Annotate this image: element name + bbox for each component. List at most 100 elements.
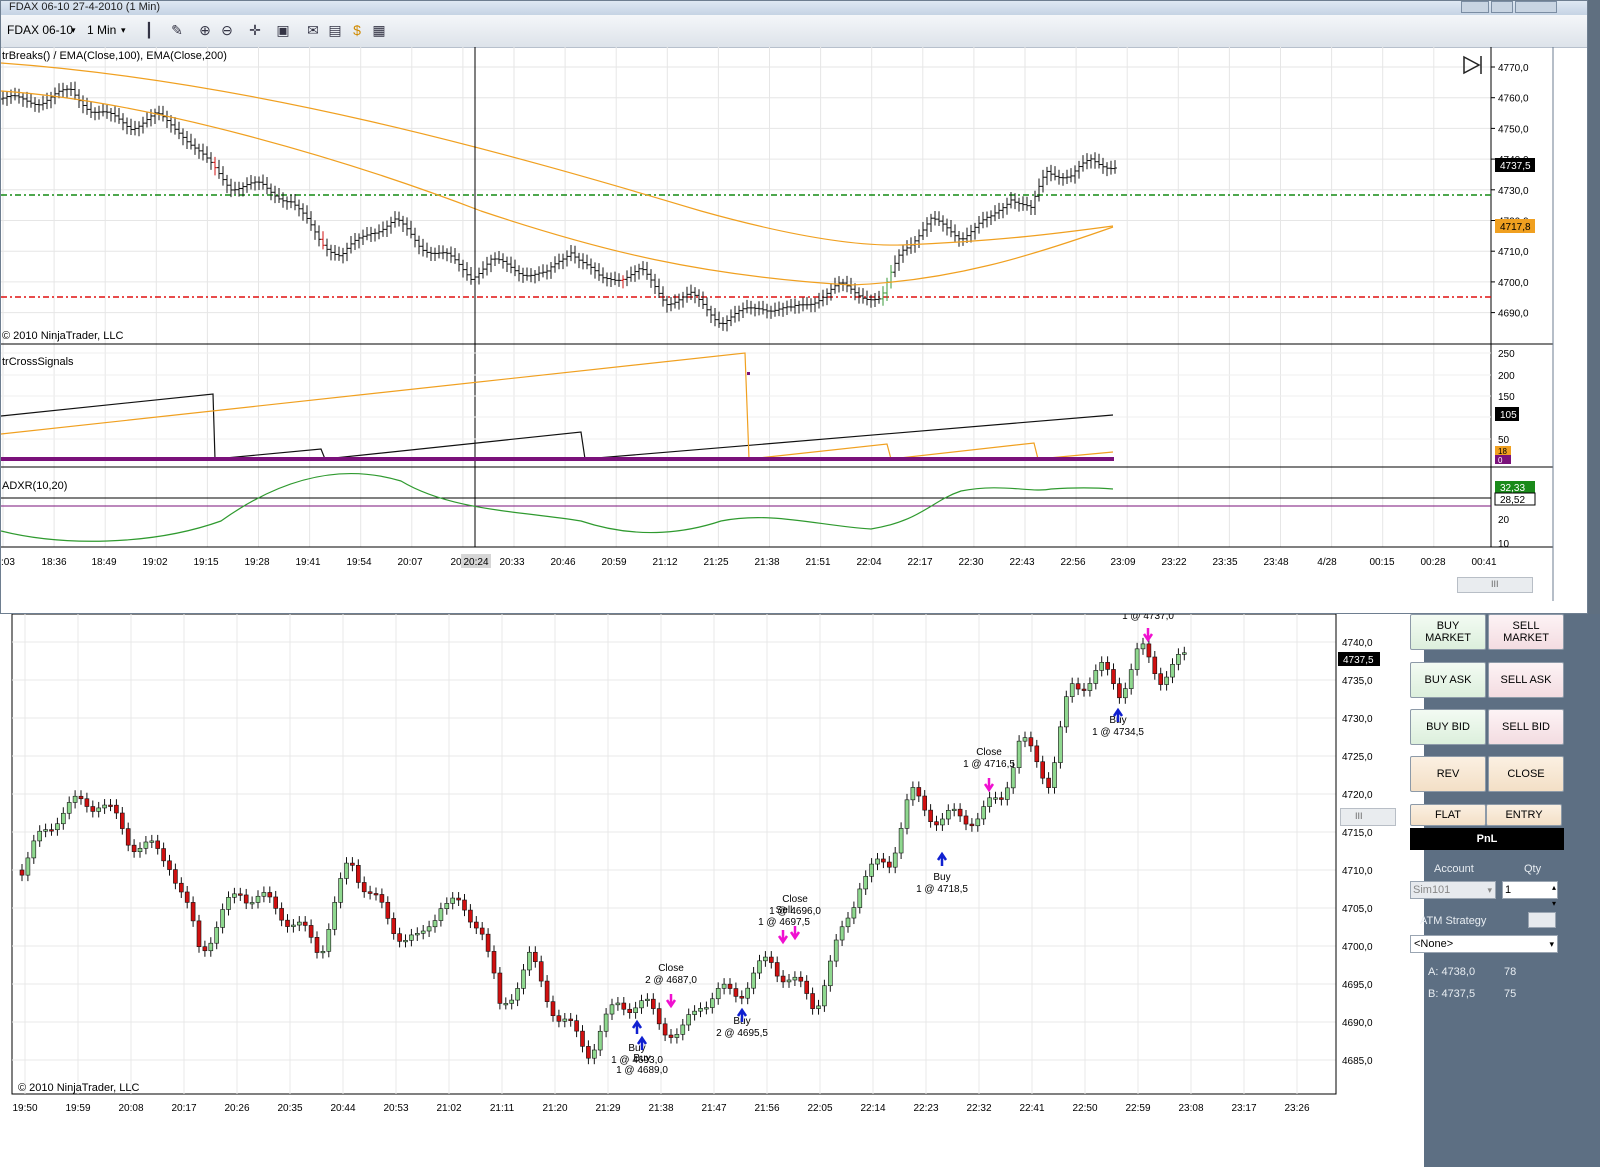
candle-body xyxy=(1004,787,1010,800)
minimize-button[interactable] xyxy=(1461,1,1489,13)
time-axis-label: 18:36 xyxy=(41,557,66,568)
time-axis-label: 20:59 xyxy=(601,557,626,568)
candle-body xyxy=(715,988,721,1000)
chevron-down-icon[interactable]: ▾ xyxy=(71,25,76,35)
candle-body xyxy=(609,1004,615,1015)
candle-body xyxy=(509,999,515,1004)
close-window-button[interactable] xyxy=(1515,1,1557,13)
candle-body xyxy=(1040,761,1045,779)
sell-ask-button[interactable]: SELL ASK xyxy=(1488,662,1564,698)
candle-body xyxy=(25,857,31,876)
candle-body xyxy=(326,929,332,952)
crosshair-time-box xyxy=(461,554,491,568)
candle-body xyxy=(308,925,314,938)
horizontal-scrollbar[interactable]: III xyxy=(1457,577,1533,593)
title-bar: FDAX 06-10 27-4-2010 (1 Min) xyxy=(1,1,1587,15)
qty-field[interactable]: 1 ▴ ▾ xyxy=(1502,881,1558,908)
chevron-down-icon[interactable]: ▾ xyxy=(121,25,126,35)
candle-body xyxy=(285,919,290,927)
price-axis-label: 4770,0 xyxy=(1498,63,1529,74)
flat-button[interactable]: FLAT xyxy=(1410,804,1486,826)
candle-body xyxy=(721,983,727,989)
buy-bid-button[interactable]: BUY BID xyxy=(1410,709,1486,745)
candle-body xyxy=(143,841,149,849)
candle-body xyxy=(208,942,214,952)
candle-body xyxy=(763,956,768,962)
close-arrow-icon xyxy=(1142,628,1154,643)
time-axis-label: 20:53 xyxy=(383,1103,408,1114)
candle-body xyxy=(857,888,863,908)
buy-ask-button[interactable]: BUY ASK xyxy=(1410,662,1486,698)
price-axis-label: 4700,0 xyxy=(1498,278,1529,289)
candle-body xyxy=(792,976,798,981)
trade-label-action: Buy xyxy=(628,1043,645,1054)
candle-body xyxy=(1028,737,1034,747)
restore-button[interactable] xyxy=(1491,1,1513,13)
atm-strategy-select[interactable]: <None> ▾ xyxy=(1410,935,1558,953)
candle-body xyxy=(1069,683,1075,697)
trade-label-fill: 1 @ 4689,0 xyxy=(616,1065,668,1076)
signal-dot xyxy=(747,372,750,375)
candle-body xyxy=(373,893,379,896)
candle-body xyxy=(391,918,397,934)
candle-body xyxy=(650,998,656,1009)
drawing-tool-icon[interactable]: ✎ xyxy=(171,22,183,38)
zoom-in-icon[interactable]: ⊕ xyxy=(199,22,211,38)
chat-icon[interactable]: ✉ xyxy=(307,22,319,38)
candle-body xyxy=(786,979,792,983)
dom-icon[interactable]: ▦ xyxy=(372,22,386,38)
interval-selector[interactable]: 1 Min xyxy=(87,23,117,37)
properties-icon[interactable]: ▣ xyxy=(276,22,290,38)
candle-body xyxy=(999,797,1004,800)
account-select[interactable]: Sim101 ▾ xyxy=(1410,881,1496,899)
candle-body xyxy=(37,830,43,842)
adxr-line-marker-text: 28,52 xyxy=(1500,495,1525,506)
candle-body xyxy=(78,795,84,800)
signal-marker xyxy=(1495,407,1519,421)
entry-button[interactable]: ENTRY xyxy=(1486,804,1562,826)
price-axis-label: 4735,0 xyxy=(1342,676,1373,687)
reverse-button[interactable]: REV xyxy=(1410,756,1486,792)
candle-body xyxy=(120,812,125,829)
candle-body xyxy=(550,1001,556,1017)
price-axis-label: 4690,0 xyxy=(1342,1018,1373,1029)
horizontal-scrollbar-bottom[interactable]: III xyxy=(1340,808,1396,826)
candle-body xyxy=(1087,683,1093,691)
sell-bid-button[interactable]: SELL BID xyxy=(1488,709,1564,745)
chart-window-top: FDAX 06-10 27-4-2010 (1 Min) FDAX 06-10 … xyxy=(0,0,1588,614)
candle-body xyxy=(167,860,172,870)
price-axis-label: 4710,0 xyxy=(1342,866,1373,877)
zoom-out-icon[interactable]: ⊖ xyxy=(221,22,233,38)
candle-body xyxy=(751,972,756,989)
instrument-selector[interactable]: FDAX 06-10 xyxy=(7,23,74,37)
candle-body xyxy=(704,1007,709,1010)
bar-type-icon[interactable]: ┃ xyxy=(144,22,154,38)
buy-arrow-icon xyxy=(736,1007,748,1022)
candle-body xyxy=(267,892,273,898)
chart-trader-panel: BUY MARKET SELL MARKET BUY ASK SELL ASK … xyxy=(1410,614,1600,1167)
time-axis-label: 23:08 xyxy=(1178,1103,1203,1114)
scroll-to-end-icon xyxy=(1463,55,1482,75)
dollar-icon[interactable]: $ xyxy=(353,22,361,38)
chart-top-canvas[interactable]: 4770,04760,04750,04740,04730,04720,04710… xyxy=(1,1,1587,613)
candle-body xyxy=(1016,740,1022,768)
signal-black-line xyxy=(1,393,1114,460)
buy-market-button[interactable]: BUY MARKET xyxy=(1410,614,1486,650)
stepper-icon[interactable]: ▴ ▾ xyxy=(1551,883,1556,908)
candle-body xyxy=(833,939,839,962)
ema-200-line xyxy=(1,62,1114,246)
sell-market-button[interactable]: SELL MARKET xyxy=(1488,614,1564,650)
last-price-marker-text: 4737,5 xyxy=(1500,161,1531,172)
chevron-down-icon: ▾ xyxy=(1487,885,1492,895)
trade-label-fill: 1 @ 4697,5 xyxy=(758,917,810,928)
atm-properties-button[interactable] xyxy=(1528,912,1556,928)
chart-bottom-canvas[interactable]: 4745,04740,04735,04730,04725,04720,04715… xyxy=(0,614,1424,1167)
time-axis-label: 21:47 xyxy=(701,1103,726,1114)
close-position-button[interactable]: CLOSE xyxy=(1488,756,1564,792)
candle-body xyxy=(1052,762,1057,788)
crosshair-icon[interactable]: ✛ xyxy=(249,22,261,38)
chart-icon[interactable]: ▤ xyxy=(328,22,342,38)
candle-body xyxy=(1081,688,1087,691)
candle-body xyxy=(680,1024,686,1035)
time-axis-label: 00:28 xyxy=(1420,557,1445,568)
